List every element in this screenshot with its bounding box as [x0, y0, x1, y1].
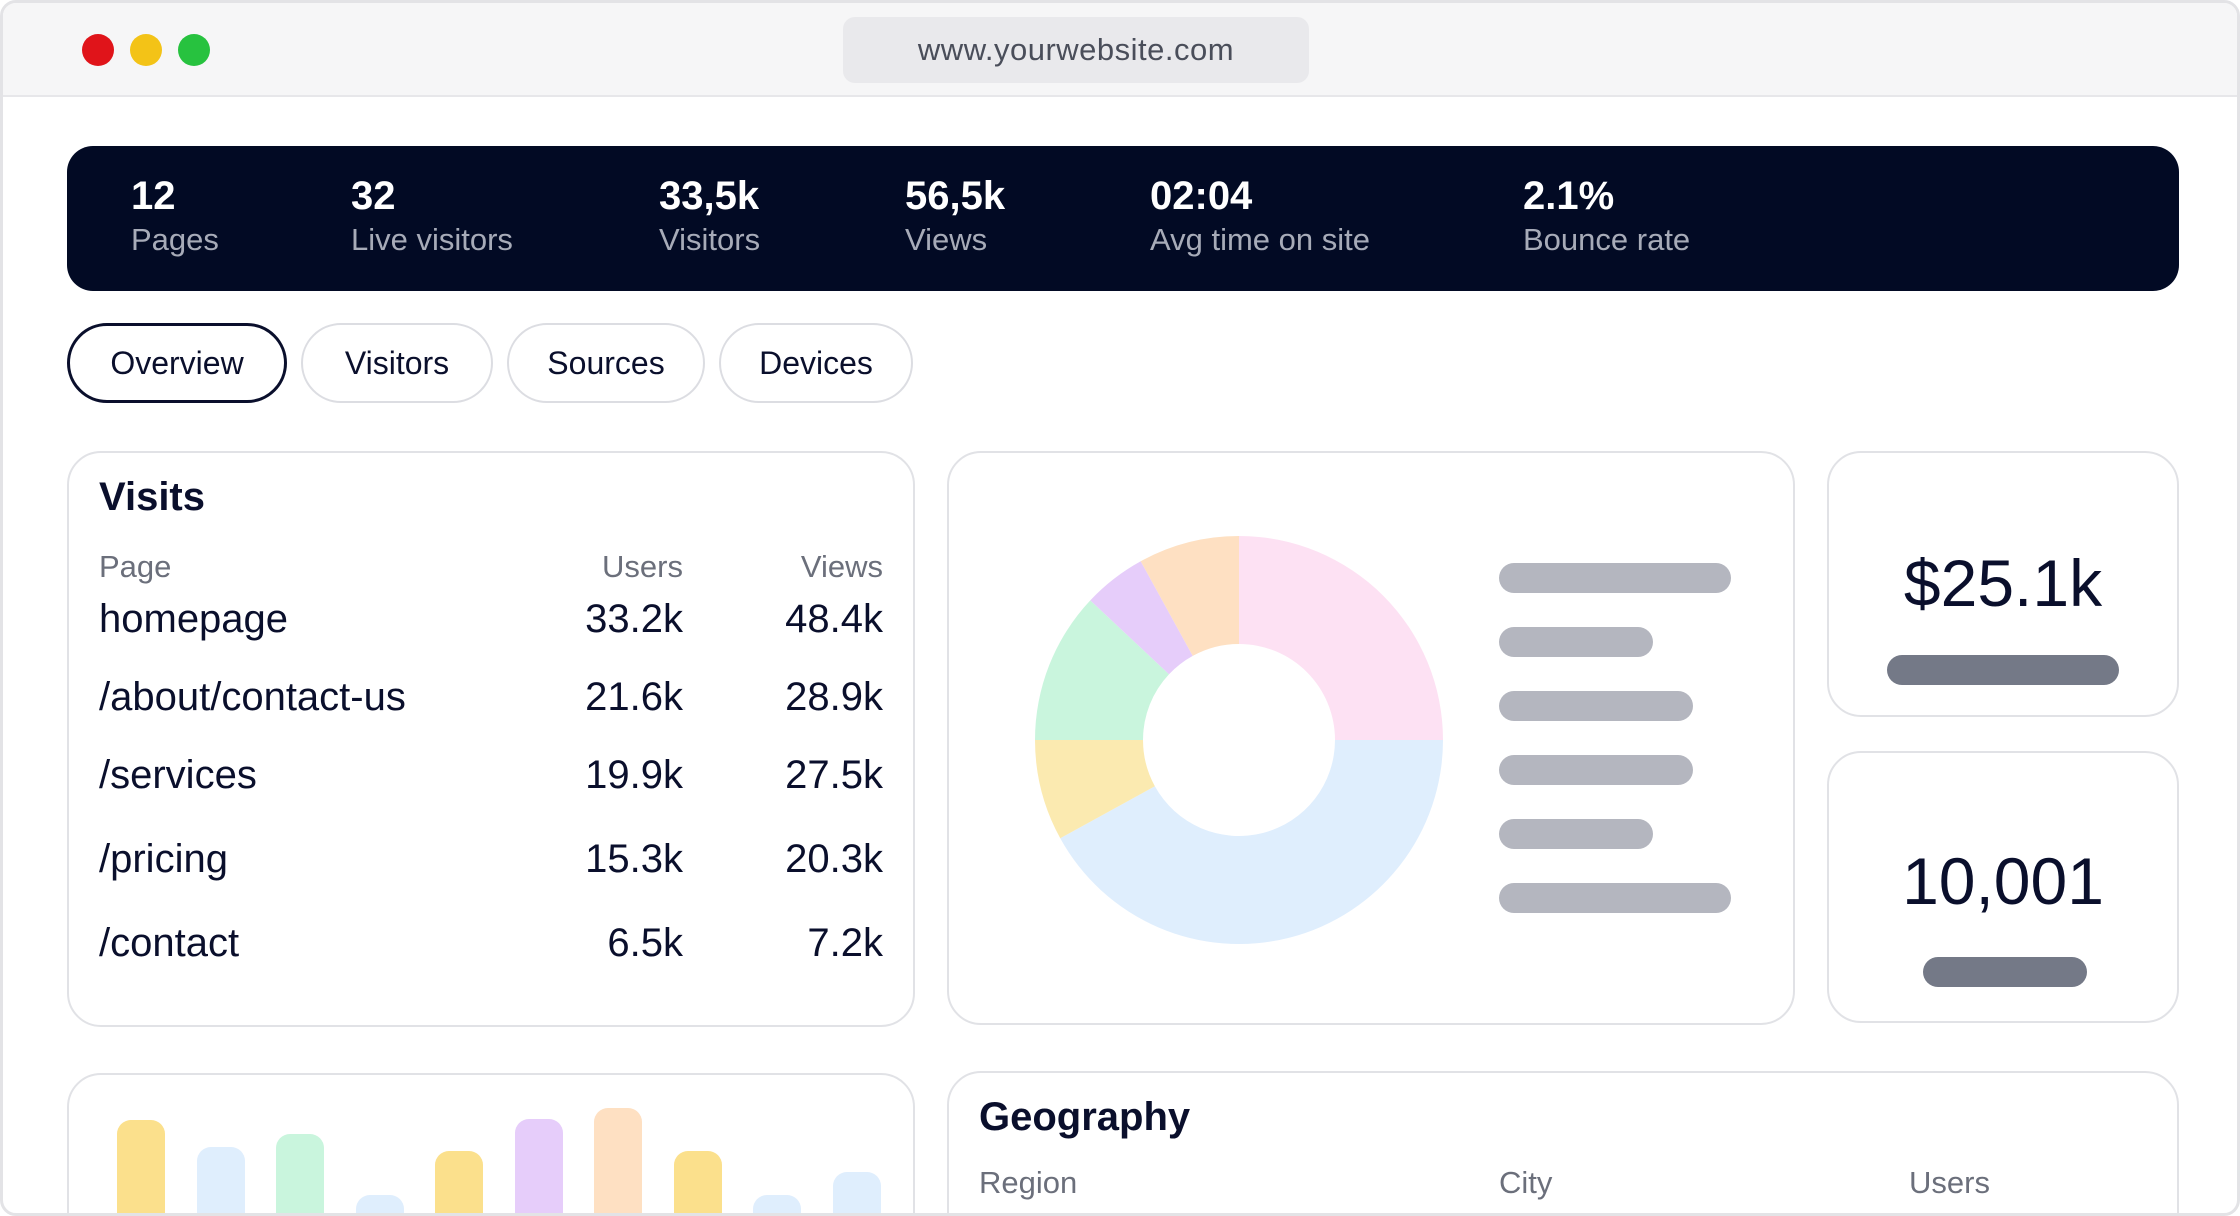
- bar[interactable]: [514, 1119, 563, 1213]
- tab-sources[interactable]: Sources: [507, 323, 705, 403]
- column-header-views: Views: [800, 549, 883, 584]
- stat-value: 02:04: [1150, 174, 1253, 218]
- stat-value: 32: [351, 174, 396, 218]
- table-row[interactable]: homepage 33.2k 48.4k: [69, 597, 913, 657]
- address-bar[interactable]: www.yourwebsite.com: [843, 17, 1309, 83]
- visits-title: Visits: [99, 475, 205, 519]
- bar[interactable]: [117, 1120, 165, 1213]
- donut-chart: [1035, 536, 1443, 944]
- geography-title: Geography: [979, 1095, 1191, 1139]
- donut-slice[interactable]: [1035, 600, 1170, 740]
- revenue-card: $25.1k: [1827, 451, 2179, 717]
- close-window-button[interactable]: [82, 34, 114, 66]
- donut-slice[interactable]: [1239, 536, 1443, 740]
- column-header-page: Page: [99, 549, 172, 584]
- cell-users: 15.3k: [585, 837, 683, 881]
- legend-placeholder: [1499, 691, 1693, 721]
- table-row[interactable]: /contact 6.5k 7.2k: [69, 921, 913, 981]
- stat-label: Views: [905, 222, 988, 257]
- kpi-placeholder-bar: [1887, 655, 2119, 685]
- tab-devices[interactable]: Devices: [719, 323, 913, 403]
- legend-placeholder: [1499, 627, 1653, 657]
- legend-placeholder: [1499, 563, 1731, 593]
- stat-value: 33,5k: [659, 174, 760, 218]
- cell-page: homepage: [99, 597, 289, 641]
- stat-live-visitors: 32 Live visitors: [351, 172, 513, 260]
- donut-chart-card: [947, 451, 1795, 1025]
- count-card: 10,001: [1827, 751, 2179, 1023]
- bar[interactable]: [276, 1134, 324, 1213]
- bar[interactable]: [673, 1151, 722, 1213]
- cell-views: 20.3k: [785, 837, 883, 881]
- tab-visitors[interactable]: Visitors: [301, 323, 493, 403]
- minimize-window-button[interactable]: [130, 34, 162, 66]
- cell-page: /services: [99, 753, 257, 797]
- column-header-city: City: [1499, 1165, 1553, 1200]
- browser-titlebar: www.yourwebsite.com: [3, 3, 2237, 97]
- geography-card: Geography Region City Users: [947, 1071, 2179, 1213]
- cell-users: 6.5k: [607, 921, 683, 965]
- legend-placeholder: [1499, 883, 1731, 913]
- donut-slice[interactable]: [1035, 740, 1155, 839]
- stat-label: Live visitors: [351, 222, 513, 257]
- cell-views: 28.9k: [785, 675, 883, 719]
- tab-overview[interactable]: Overview: [67, 323, 287, 403]
- legend-placeholder: [1499, 819, 1653, 849]
- stat-label: Bounce rate: [1523, 222, 1691, 257]
- kpi-placeholder-bar: [1923, 957, 2087, 987]
- cell-users: 21.6k: [585, 675, 683, 719]
- legend-placeholder: [1499, 755, 1693, 785]
- stats-bar: 12 Pages 32 Live visitors 33,5k Visitors…: [67, 146, 2179, 291]
- column-header-users: Users: [602, 549, 683, 584]
- donut-slice[interactable]: [1140, 536, 1239, 656]
- stat-bounce-rate: 2.1% Bounce rate: [1523, 172, 1690, 260]
- stat-value: 12: [131, 174, 176, 218]
- stat-value: 56,5k: [905, 174, 1006, 218]
- table-row[interactable]: /services 19.9k 27.5k: [69, 753, 913, 813]
- stat-visitors: 33,5k Visitors: [659, 172, 760, 260]
- cell-views: 27.5k: [785, 753, 883, 797]
- bar[interactable]: [594, 1107, 642, 1213]
- column-header-users: Users: [1909, 1165, 1990, 1200]
- cell-page: /pricing: [99, 837, 228, 881]
- count-value: 10,001: [1902, 844, 2104, 918]
- visits-card: Visits Page Users Views homepage 33.2k 4…: [67, 451, 915, 1027]
- stat-label: Visitors: [659, 222, 761, 257]
- column-header-region: Region: [979, 1165, 1078, 1200]
- stat-pages: 12 Pages: [131, 172, 219, 260]
- revenue-value: $25.1k: [1903, 546, 2103, 620]
- stat-label: Avg time on site: [1150, 222, 1370, 257]
- cell-views: 7.2k: [807, 921, 883, 965]
- stat-value: 2.1%: [1523, 174, 1615, 218]
- bar[interactable]: [435, 1151, 483, 1213]
- bar[interactable]: [832, 1171, 881, 1213]
- maximize-window-button[interactable]: [178, 34, 210, 66]
- bar[interactable]: [196, 1147, 245, 1213]
- cell-page: /contact: [99, 921, 240, 965]
- bar-chart: [69, 1075, 913, 1213]
- stat-views: 56,5k Views: [905, 172, 1005, 260]
- bar[interactable]: [753, 1195, 801, 1213]
- table-row[interactable]: /about/contact-us 21.6k 28.9k: [69, 675, 913, 735]
- cell-page: /about/contact-us: [99, 675, 406, 719]
- bar-chart-card: [67, 1073, 915, 1213]
- table-row[interactable]: /pricing 15.3k 20.3k: [69, 837, 913, 897]
- cell-users: 33.2k: [585, 597, 683, 641]
- donut-slice[interactable]: [1060, 740, 1443, 944]
- stat-label: Pages: [131, 222, 219, 257]
- donut-slice[interactable]: [1090, 561, 1193, 675]
- cell-users: 19.9k: [585, 753, 683, 797]
- stat-avg-time: 02:04 Avg time on site: [1150, 172, 1370, 260]
- bar[interactable]: [355, 1195, 404, 1213]
- cell-views: 48.4k: [785, 597, 883, 641]
